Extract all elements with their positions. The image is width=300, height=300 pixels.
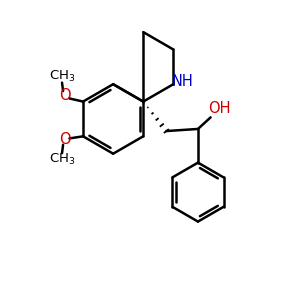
Text: CH$_3$: CH$_3$ [49,69,75,84]
Text: OH: OH [208,101,230,116]
Text: O: O [59,132,71,147]
Text: NH: NH [172,74,194,88]
Text: O: O [59,88,71,103]
Text: CH$_3$: CH$_3$ [49,152,75,167]
